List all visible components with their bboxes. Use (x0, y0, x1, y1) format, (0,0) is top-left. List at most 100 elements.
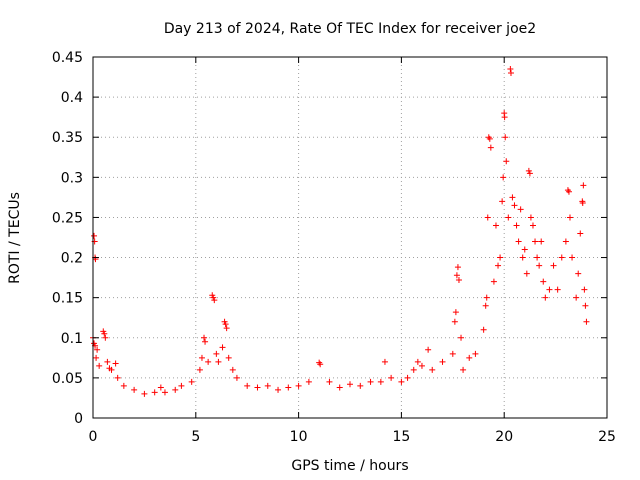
x-tick-label: 25 (598, 429, 616, 445)
data-point (211, 297, 218, 304)
data-point (295, 382, 302, 389)
data-point (577, 230, 584, 237)
x-axis-label: GPS time / hours (291, 458, 408, 474)
data-point (453, 272, 460, 279)
data-point (222, 321, 229, 328)
data-point (538, 238, 545, 245)
data-point (523, 270, 530, 277)
data-point (501, 114, 508, 121)
data-point (198, 354, 205, 361)
data-point (581, 286, 588, 293)
y-tick-label: 0.25 (52, 210, 83, 226)
data-point (418, 362, 425, 369)
y-tick-label: 0.2 (61, 251, 83, 267)
y-tick-label: 0 (74, 411, 83, 427)
data-point (264, 382, 271, 389)
data-point (542, 294, 549, 301)
data-point (425, 346, 432, 353)
data-point (94, 346, 101, 353)
data-point (398, 378, 405, 385)
data-point (575, 270, 582, 277)
data-point (472, 350, 479, 357)
data-point (305, 378, 312, 385)
y-tick-label: 0.05 (52, 371, 83, 387)
data-point (517, 206, 524, 213)
chart-title: Day 213 of 2024, Rate Of TEC Index for r… (164, 21, 536, 37)
x-tick-label: 20 (495, 429, 513, 445)
data-point (205, 358, 212, 365)
data-point (579, 200, 586, 207)
data-point (536, 262, 543, 269)
data-point (429, 366, 436, 373)
data-point (225, 354, 232, 361)
data-point (486, 135, 493, 142)
y-tick-label: 0.15 (52, 291, 83, 307)
data-point (500, 174, 507, 181)
data-point (202, 338, 209, 345)
data-point (503, 158, 510, 165)
y-tick-label: 0.1 (61, 331, 83, 347)
points-layer (90, 66, 590, 397)
data-point (275, 386, 282, 393)
data-point (188, 378, 195, 385)
data-point (534, 254, 541, 261)
data-point (484, 214, 491, 221)
data-point (509, 194, 516, 201)
y-tick-label: 0.3 (61, 170, 83, 186)
data-point (157, 384, 164, 391)
data-point (172, 386, 179, 393)
data-point (573, 294, 580, 301)
data-point (96, 362, 103, 369)
data-point (466, 354, 473, 361)
data-point (141, 390, 148, 397)
data-point (554, 286, 561, 293)
data-point (449, 350, 456, 357)
data-point (582, 302, 589, 309)
data-point (490, 278, 497, 285)
data-point (511, 202, 518, 209)
data-point (569, 254, 576, 261)
data-point (178, 382, 185, 389)
data-point (480, 326, 487, 333)
data-point (410, 366, 417, 373)
data-point (91, 232, 98, 239)
data-point (529, 222, 536, 229)
x-tick-label: 15 (392, 429, 410, 445)
data-point (505, 214, 512, 221)
data-point (519, 254, 526, 261)
data-point (233, 374, 240, 381)
data-point (546, 286, 553, 293)
data-point (357, 382, 364, 389)
data-point (580, 182, 587, 189)
data-point (562, 238, 569, 245)
data-point (223, 325, 230, 332)
data-point (507, 70, 514, 77)
data-point (515, 238, 522, 245)
data-point (482, 302, 489, 309)
data-point (583, 318, 590, 325)
data-point (565, 188, 572, 195)
data-point (502, 134, 509, 141)
data-point (439, 358, 446, 365)
data-point (196, 366, 203, 373)
x-tick-label: 5 (191, 429, 200, 445)
data-point (326, 378, 333, 385)
data-point (566, 214, 573, 221)
x-tick-label: 10 (290, 429, 308, 445)
data-point (244, 382, 251, 389)
data-point (414, 358, 421, 365)
data-point (285, 384, 292, 391)
data-point (532, 238, 539, 245)
data-point (219, 344, 226, 351)
data-point (161, 389, 168, 396)
data-point (540, 278, 547, 285)
data-point (483, 294, 490, 301)
grid-layer (93, 57, 607, 418)
data-point (102, 334, 109, 341)
data-point (101, 330, 108, 337)
y-axis-label: ROTI / TECUs (7, 192, 23, 284)
y-tick-label: 0.4 (61, 90, 83, 106)
data-point (114, 374, 121, 381)
ticks-layer: 0 0.05 0.1 0.15 0.2 0.25 0.3 0.35 0.4 0.45 0 5 10 15 2… (52, 50, 616, 445)
data-point (451, 318, 458, 325)
